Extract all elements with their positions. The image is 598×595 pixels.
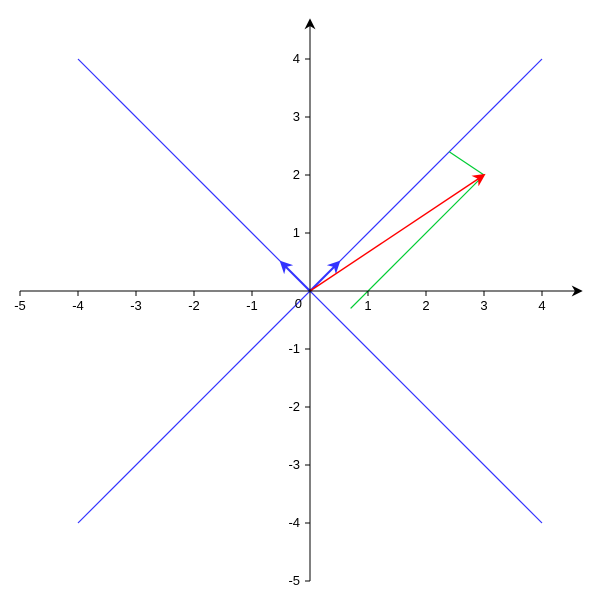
origin-label: 0	[295, 296, 302, 311]
vector-blue-vec-2	[281, 262, 310, 291]
y-tick-label: 2	[293, 167, 300, 182]
y-tick-label: 3	[293, 109, 300, 124]
chart-svg: -5 -4 -3 -2 -1 1 2 3 4 -5 -4 -3 -2 -1 1 2 3 4 0	[0, 0, 598, 595]
vector-blue-vec-1	[310, 262, 339, 291]
vector-red-vec	[310, 175, 484, 291]
vector-plot: -5 -4 -3 -2 -1 1 2 3 4 -5 -4 -3 -2 -1 1 2 3 4 0	[0, 0, 598, 595]
y-tick-label: -3	[288, 457, 300, 472]
y-tick-label: 1	[293, 225, 300, 240]
line-green-seg-1	[351, 175, 484, 308]
y-tick-label: -1	[288, 341, 300, 356]
x-tick-label: -4	[72, 298, 84, 313]
x-tick-label: -1	[246, 298, 258, 313]
x-tick-label: -5	[14, 298, 26, 313]
x-tick-label: 4	[538, 298, 545, 313]
y-tick-label: 4	[293, 51, 300, 66]
y-tick-label: -5	[288, 573, 300, 588]
y-tick-label: -4	[288, 515, 300, 530]
x-tick-label: 1	[364, 298, 371, 313]
x-tick-label: 2	[422, 298, 429, 313]
line-green-seg-2	[449, 152, 484, 175]
x-tick-label: -2	[188, 298, 200, 313]
y-tick-label: -2	[288, 399, 300, 414]
x-tick-label: -3	[130, 298, 142, 313]
x-tick-label: 3	[480, 298, 487, 313]
